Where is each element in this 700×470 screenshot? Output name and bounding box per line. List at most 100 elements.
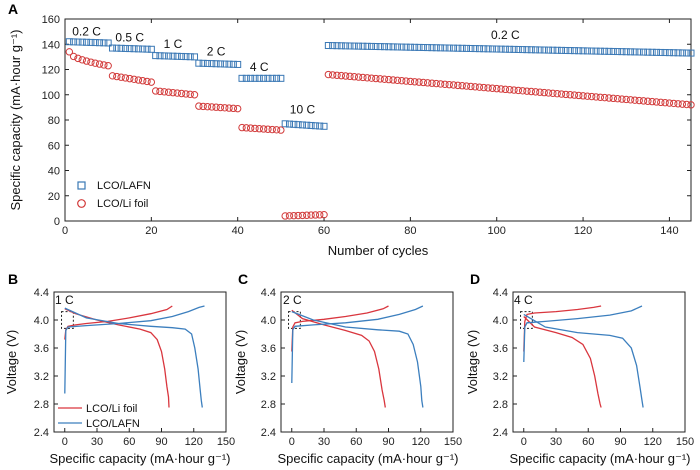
a-data-point — [670, 49, 678, 57]
legend-label-b-lco-lafn: LCO/LAFN — [86, 418, 140, 430]
panel-b-plot-frame — [53, 291, 227, 433]
x-tick-label: 0 — [521, 436, 527, 448]
panel-d-rate-label: 4 C — [514, 293, 533, 307]
a-data-point — [316, 122, 324, 130]
a-y-tick-label: 80 — [48, 115, 60, 127]
a-rate-label: 4 C — [250, 60, 269, 74]
a-x-tick-label: 0 — [62, 225, 68, 237]
a-data-point — [549, 89, 557, 98]
a-data-point — [385, 75, 393, 84]
a-data-point — [652, 98, 661, 106]
a-data-point — [389, 43, 397, 51]
a-data-point — [281, 120, 289, 128]
x-tick-label: 150 — [444, 436, 462, 448]
a-data-point — [480, 45, 488, 53]
a-data-point — [402, 77, 410, 85]
a-data-point — [126, 74, 134, 83]
a-data-point — [557, 46, 565, 54]
a-data-point — [91, 39, 99, 47]
a-data-point — [415, 43, 423, 51]
a-data-point — [640, 48, 648, 56]
a-data-point — [665, 99, 674, 107]
a-data-point — [147, 78, 156, 86]
a-data-point — [661, 98, 669, 107]
a-data-point — [143, 77, 151, 86]
a-data-point — [605, 47, 613, 55]
a-data-point — [497, 85, 505, 93]
a-data-point — [221, 104, 229, 112]
a-data-point — [644, 48, 652, 56]
a-data-point — [622, 95, 630, 104]
panel-d-ylabel: Voltage (V) — [465, 330, 480, 394]
a-data-point — [78, 56, 86, 64]
a-data-point — [147, 45, 155, 53]
a-data-point — [290, 211, 298, 220]
a-data-point — [70, 38, 78, 46]
a-data-point — [363, 74, 371, 82]
a-data-point — [268, 125, 276, 134]
a-data-point — [376, 43, 384, 51]
a-data-point — [609, 94, 617, 103]
a-data-point — [294, 121, 302, 129]
a-data-point — [514, 86, 523, 95]
a-data-point — [117, 44, 125, 52]
a-data-point — [186, 90, 194, 99]
a-data-point — [458, 44, 466, 52]
a-data-point — [449, 81, 458, 89]
a-data-point — [108, 72, 117, 80]
a-data-point — [540, 88, 548, 97]
a-data-point — [518, 87, 527, 95]
a-data-point — [497, 45, 505, 53]
a-data-point — [139, 77, 147, 85]
a-data-point — [540, 46, 548, 54]
y-tick-label: 2.4 — [34, 427, 49, 439]
a-data-point — [156, 52, 164, 60]
a-data-point — [626, 96, 635, 104]
a-data-point — [165, 52, 173, 60]
a-data-point — [657, 98, 665, 107]
a-data-point — [130, 45, 138, 53]
a-data-point — [601, 47, 609, 55]
a-data-point — [531, 88, 540, 96]
a-data-point — [156, 87, 164, 96]
legend-label-b-lco-li-foil: LCO/Li foil — [86, 403, 137, 415]
a-data-point — [350, 42, 358, 50]
a-data-point — [91, 59, 99, 67]
x-tick-label: 90 — [155, 436, 167, 448]
a-data-point — [259, 125, 268, 133]
a-data-point — [260, 74, 268, 82]
a-data-point — [419, 43, 427, 51]
a-data-point — [134, 76, 143, 84]
legend-marker-lco-li-foil — [77, 199, 86, 208]
a-data-point — [255, 74, 263, 82]
a-data-point — [82, 57, 91, 65]
a-data-point — [178, 52, 186, 60]
a-data-point — [437, 44, 445, 52]
a-data-point — [570, 91, 579, 99]
a-data-point — [303, 211, 311, 219]
a-data-point — [644, 97, 652, 105]
curve-charge — [64, 305, 205, 394]
a-data-point — [74, 54, 82, 63]
a-x-tick-label: 40 — [232, 225, 244, 237]
a-data-point — [307, 121, 315, 129]
a-data-point — [303, 121, 311, 129]
a-data-point — [234, 60, 242, 68]
x-tick-label: 120 — [644, 436, 662, 448]
a-data-point — [385, 43, 393, 51]
a-data-point — [151, 87, 160, 95]
a-data-point — [480, 83, 488, 92]
a-y-tick-label: 60 — [48, 140, 60, 152]
panel-d-label: D — [470, 271, 480, 287]
a-data-point — [441, 44, 449, 52]
a-data-point — [670, 99, 678, 108]
a-data-point — [251, 74, 259, 82]
a-x-tick-label: 100 — [488, 225, 506, 237]
a-data-point — [359, 73, 367, 82]
a-data-point — [186, 53, 194, 61]
a-data-point — [467, 44, 475, 52]
a-data-point — [674, 49, 682, 57]
a-data-point — [592, 93, 600, 101]
a-data-point — [566, 47, 574, 55]
